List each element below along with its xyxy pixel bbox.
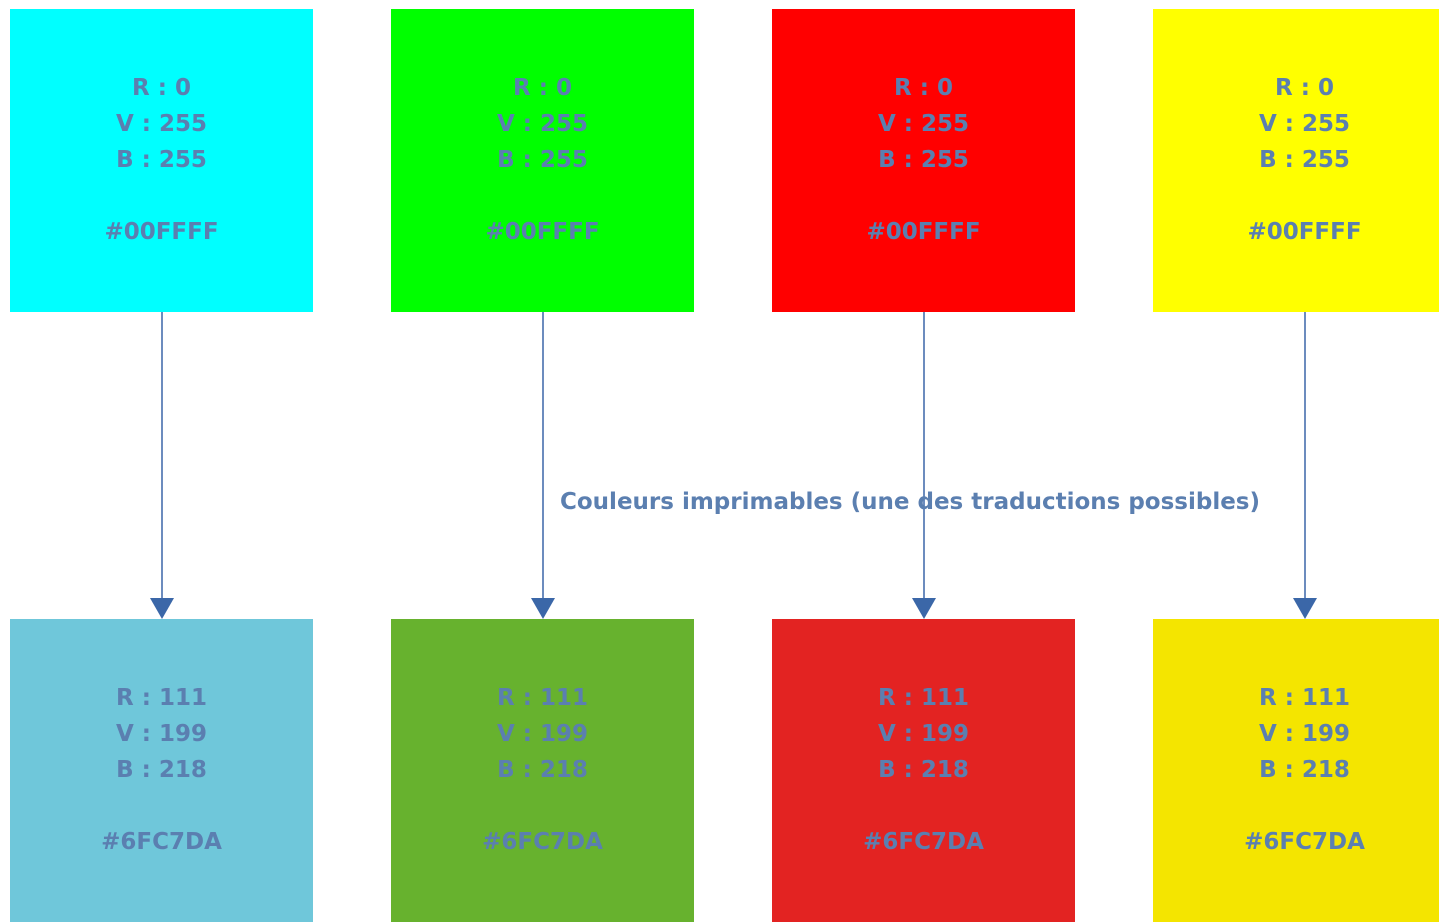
swatch-r-value: R : 111 [1259,685,1350,711]
swatch-hex-value: #6FC7DA [482,829,603,855]
print-color-swatch-cyan: R : 111 V : 199 B : 218 #6FC7DA [10,619,313,922]
swatch-r-value: R : 0 [1275,75,1334,101]
swatch-r-value: R : 111 [878,685,969,711]
screen-color-swatch-green: R : 0 V : 255 B : 255 #00FFFF [391,9,694,312]
swatch-r-value: R : 111 [116,685,207,711]
swatch-r-value: R : 0 [513,75,572,101]
swatch-v-value: V : 199 [115,721,208,747]
screen-color-swatch-cyan: R : 0 V : 255 B : 255 #00FFFF [10,9,313,312]
swatch-hex-value: #6FC7DA [1244,829,1365,855]
swatch-hex-value: #00FFFF [1247,219,1362,245]
swatch-r-value: R : 0 [132,75,191,101]
swatch-v-value: V : 199 [496,721,589,747]
swatch-v-value: V : 255 [496,111,589,137]
print-color-swatch-yellow: R : 111 V : 199 B : 218 #6FC7DA [1153,619,1439,922]
arrow-cyan [150,312,174,619]
swatch-hex-value: #00FFFF [866,219,981,245]
screen-color-swatch-red: R : 0 V : 255 B : 255 #00FFFF [772,9,1075,312]
print-color-swatch-red: R : 111 V : 199 B : 218 #6FC7DA [772,619,1075,922]
swatch-hex-value: #00FFFF [104,219,219,245]
print-color-swatch-green: R : 111 V : 199 B : 218 #6FC7DA [391,619,694,922]
swatch-v-value: V : 199 [877,721,970,747]
swatch-b-value: B : 218 [116,757,207,783]
swatch-hex-value: #00FFFF [485,219,600,245]
swatch-r-value: R : 111 [497,685,588,711]
swatch-b-value: B : 255 [878,147,969,173]
screen-color-swatch-yellow: R : 0 V : 255 B : 255 #00FFFF [1153,9,1439,312]
swatch-b-value: B : 218 [878,757,969,783]
swatch-b-value: B : 255 [497,147,588,173]
swatch-b-value: B : 218 [497,757,588,783]
swatch-r-value: R : 0 [894,75,953,101]
swatch-b-value: B : 255 [1259,147,1350,173]
swatch-hex-value: #6FC7DA [863,829,984,855]
swatch-v-value: V : 255 [1258,111,1351,137]
arrow-red [912,312,936,619]
swatch-v-value: V : 255 [115,111,208,137]
arrow-yellow [1293,312,1317,619]
swatch-b-value: B : 218 [1259,757,1350,783]
swatch-hex-value: #6FC7DA [101,829,222,855]
swatch-v-value: V : 199 [1258,721,1351,747]
arrow-green [531,312,555,619]
diagram-caption: Couleurs imprimables (une des traduction… [560,489,1261,515]
swatch-b-value: B : 255 [116,147,207,173]
swatch-v-value: V : 255 [877,111,970,137]
